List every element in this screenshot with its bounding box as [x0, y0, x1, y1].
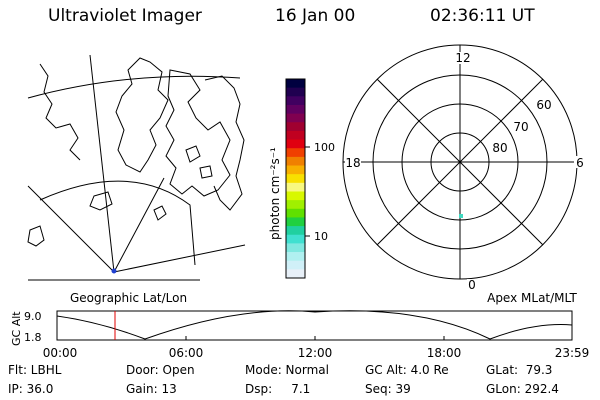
status-mode: Mode: Normal — [245, 363, 329, 377]
alt-xtick-label-4: 23:59 — [555, 346, 590, 360]
coastline-island-4 — [27, 225, 45, 247]
color-bar-segment — [286, 113, 305, 123]
map-caption: Geographic Lat/Lon — [70, 291, 187, 305]
status-seq: Seq: 39 — [365, 382, 411, 396]
color-bar: 100 10 photon cm⁻²s⁻¹ — [268, 78, 335, 279]
color-bar-segment — [286, 182, 305, 192]
color-bar-tick-label-100: 100 — [314, 141, 335, 154]
color-bar-segment — [286, 104, 305, 115]
status-flt: Flt: LBHL — [8, 363, 62, 377]
polar-caption: Apex MLat/MLT — [487, 291, 577, 305]
color-bar-frame — [285, 78, 306, 279]
map-meridian-1 — [89, 54, 115, 273]
color-bar-segment — [286, 165, 305, 175]
color-bar-segment — [286, 148, 305, 158]
color-bar-segment — [286, 174, 305, 184]
color-bar-segment — [286, 208, 305, 218]
map-meridian-3 — [113, 177, 165, 273]
map-meridian-4 — [113, 244, 246, 273]
polar-lat-label-70: 70 — [513, 120, 528, 134]
status-dsp: Dsp: 7.1 — [245, 382, 311, 396]
status-ip: IP: 36.0 — [8, 382, 54, 396]
alt-xtick-label-3: 18:00 — [427, 346, 462, 360]
status-gc-alt: GC Alt: 4.0 Re — [365, 363, 449, 377]
color-bar-segment — [286, 252, 305, 262]
altitude-plot-frame — [56, 310, 573, 341]
color-bar-segment — [286, 96, 305, 106]
color-bar-segment — [286, 156, 305, 167]
alt-xtick-label-0: 00:00 — [43, 346, 78, 360]
geographic-map — [27, 54, 246, 281]
polar-label-bg-6 — [574, 156, 584, 168]
polar-mlt-label-6: 6 — [576, 156, 584, 170]
app-title: Ultraviolet Imager — [48, 6, 202, 26]
altitude-curve — [56, 310, 573, 340]
color-bar-segment — [286, 139, 305, 149]
polar-label-bg-60 — [535, 98, 553, 111]
altitude-plot: 00:00 06:00 12:00 18:00 23:59 9.0 1.8 GC… — [10, 310, 589, 360]
coastline-arctic-islands — [165, 69, 231, 197]
status-glon: GLon: 292.4 — [486, 382, 559, 396]
coastline-island-5 — [153, 205, 167, 221]
coastline-island-2 — [199, 165, 213, 179]
color-bar-segments — [286, 79, 305, 279]
polar-mlt-label-12: 12 — [455, 51, 470, 65]
status-door: Door: Open — [126, 363, 195, 377]
polar-label-bg-70 — [512, 120, 530, 133]
polar-label-bg-18 — [345, 156, 361, 168]
coastline-island-1 — [185, 145, 201, 163]
coastline-east — [204, 75, 245, 211]
color-bar-segment — [286, 191, 305, 201]
polar-lat-label-80: 80 — [492, 141, 507, 155]
polar-plot — [342, 44, 578, 280]
color-bar-segment — [286, 122, 305, 132]
alt-ylabel: GC Alt — [10, 311, 23, 346]
polar-mlt-label-0: 0 — [468, 278, 476, 292]
color-bar-segment — [286, 200, 305, 210]
color-bar-segment — [286, 79, 305, 89]
alt-xtick-label-1: 06:00 — [169, 346, 204, 360]
coastline-west — [39, 63, 81, 161]
color-bar-segment — [286, 226, 305, 236]
color-bar-segment — [286, 130, 305, 141]
color-bar-unit-label: photon cm⁻²s⁻¹ — [268, 147, 282, 240]
polar-meridian-diag-2 — [376, 78, 544, 246]
color-bar-segment — [286, 243, 305, 253]
map-meridian-2 — [27, 185, 115, 273]
color-bar-tick-label-10: 10 — [314, 230, 328, 243]
header-date: 16 Jan 00 — [275, 6, 356, 26]
polar-label-bg-80 — [491, 141, 509, 154]
color-bar-segment — [286, 269, 305, 279]
polar-label-bg-0 — [467, 279, 477, 291]
alt-ytick-label-bottom: 1.8 — [24, 331, 42, 344]
color-bar-segment — [286, 234, 305, 244]
polar-lat-label-60: 60 — [536, 98, 551, 112]
alt-ytick-label-top: 9.0 — [24, 310, 42, 323]
coastline-greenland — [115, 57, 169, 173]
map-latitude-arc-inner — [39, 180, 196, 266]
status-gain: Gain: 13 — [126, 382, 177, 396]
header-time: 02:36:11 UT — [430, 6, 535, 26]
polar-emission-spot — [459, 214, 463, 218]
polar-mlt-label-18: 18 — [345, 156, 360, 170]
polar-label-bg-12 — [458, 52, 468, 64]
color-bar-segment — [286, 260, 305, 270]
alt-xtick-label-2: 12:00 — [298, 346, 333, 360]
coastline-island-3 — [89, 191, 113, 211]
color-bar-segment — [286, 87, 305, 97]
color-bar-segment — [286, 217, 305, 227]
status-glat: GLat: 79.3 — [486, 363, 553, 377]
map-pole-marker — [111, 268, 117, 274]
map-latitude-arc-outer — [27, 75, 241, 99]
